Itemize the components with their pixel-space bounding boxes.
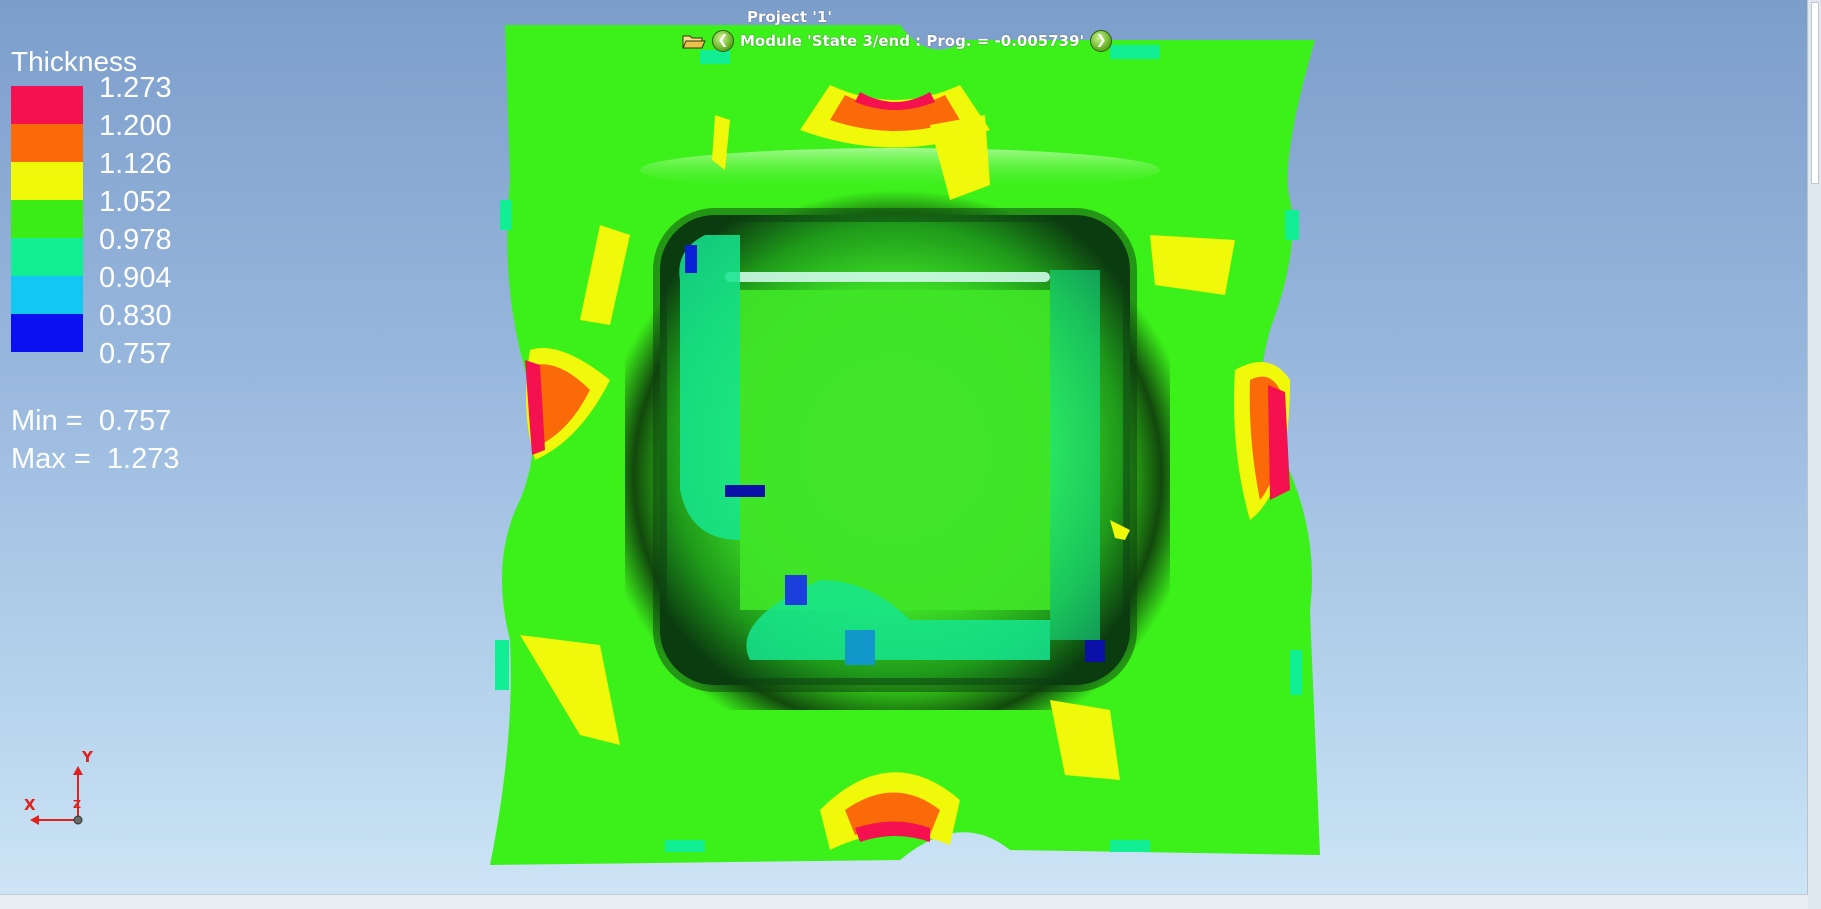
legend-tick-label: 1.126 (99, 148, 172, 180)
legend-tick-label: 0.978 (99, 224, 172, 256)
max-value: Max = 1.273 (11, 443, 180, 475)
legend-swatch (11, 124, 83, 162)
axis-triad-icon (30, 766, 83, 825)
3d-viewport[interactable]: Project '1' ❮ Module 'State 3/end : Prog… (0, 0, 1808, 895)
module-state-label: Module 'State 3/end : Prog. = -0.005739' (740, 32, 1085, 50)
axis-z-label: Z (73, 798, 81, 811)
legend-swatch (11, 200, 83, 238)
legend-tick-label: 0.830 (99, 300, 172, 332)
legend-tick-label: 0.757 (99, 338, 172, 370)
open-folder-icon[interactable] (682, 32, 706, 50)
axis-x-label: X (24, 796, 36, 814)
vertical-scrollbar[interactable] (1807, 0, 1821, 909)
legend-tick-label: 1.273 (99, 72, 172, 104)
project-title: Project '1' (747, 8, 832, 26)
legend-colorbar: 1.273 1.200 1.126 1.052 0.978 0.904 0.83… (11, 73, 211, 382)
min-max-stats: Min = 0.757 Max = 1.273 (11, 402, 179, 478)
thickness-contour-plot[interactable] (490, 20, 1340, 880)
module-navigator: ❮ Module 'State 3/end : Prog. = -0.00573… (682, 30, 1113, 52)
axis-triad: Y X Z (20, 748, 93, 828)
arrow-left-icon[interactable]: ❮ (712, 30, 734, 52)
legend-swatch (11, 314, 83, 352)
legend-swatch (11, 86, 83, 124)
legend-tick-label: 1.052 (99, 186, 172, 218)
scrollbar-thumb[interactable] (1811, 2, 1819, 184)
axis-y-label: Y (82, 748, 93, 766)
legend-swatch (11, 238, 83, 276)
status-strip (0, 894, 1808, 909)
arrow-right-icon[interactable]: ❯ (1090, 30, 1113, 52)
legend-tick-label: 0.904 (99, 262, 172, 294)
min-value: Min = 0.757 (11, 405, 172, 437)
legend-title: Thickness (11, 46, 138, 77)
thickness-legend: Thickness 1.273 1.200 1.126 1.052 0.978 … (11, 46, 211, 382)
legend-swatch (11, 276, 83, 314)
legend-tick-label: 1.200 (99, 110, 172, 142)
legend-swatch (11, 162, 83, 200)
